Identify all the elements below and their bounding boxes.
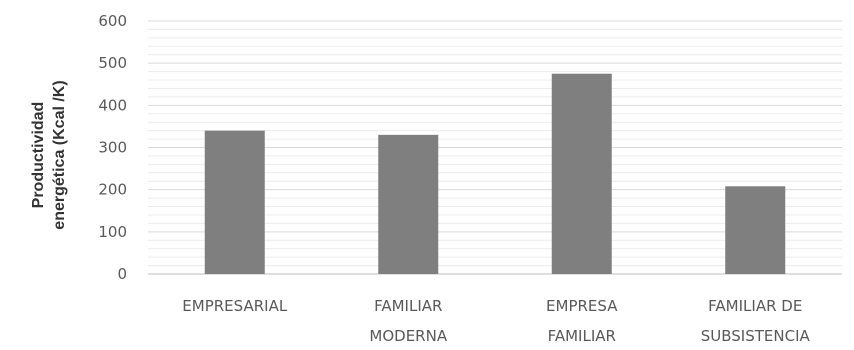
bar: [378, 134, 439, 274]
x-category-label: FAMILIAR: [374, 297, 442, 315]
y-axis-title: Productividad energética (Kcal /K): [30, 80, 68, 229]
bar: [204, 130, 265, 274]
y-axis-title-line-2: energética (Kcal /K): [51, 80, 68, 229]
x-axis-categories: EMPRESARIAL FAMILIAR MODERNA EMPRESA FAMILIA…: [182, 297, 810, 345]
y-tick-label: 600: [98, 12, 127, 30]
y-axis-ticks: 0 100 200 300 400 500 600: [98, 12, 127, 283]
y-tick-label: 100: [98, 223, 127, 241]
x-category-label: EMPRESARIAL: [182, 297, 288, 315]
x-category-label: SUBSISTENCIA: [701, 327, 811, 345]
x-category-label: FAMILIAR: [548, 327, 616, 345]
y-axis-title-line-1: Productividad: [30, 102, 47, 209]
bar: [725, 186, 786, 274]
y-tick-label: 500: [98, 54, 127, 72]
x-category-label: EMPRESA: [546, 297, 618, 315]
y-tick-label: 0: [117, 265, 127, 283]
x-category-label: MODERNA: [369, 327, 447, 345]
y-tick-label: 400: [98, 96, 127, 114]
bars: [204, 73, 786, 274]
y-tick-label: 300: [98, 139, 127, 157]
x-category-label: FAMILIAR DE: [708, 297, 802, 315]
y-tick-label: 200: [98, 181, 127, 199]
bar: [551, 73, 612, 274]
